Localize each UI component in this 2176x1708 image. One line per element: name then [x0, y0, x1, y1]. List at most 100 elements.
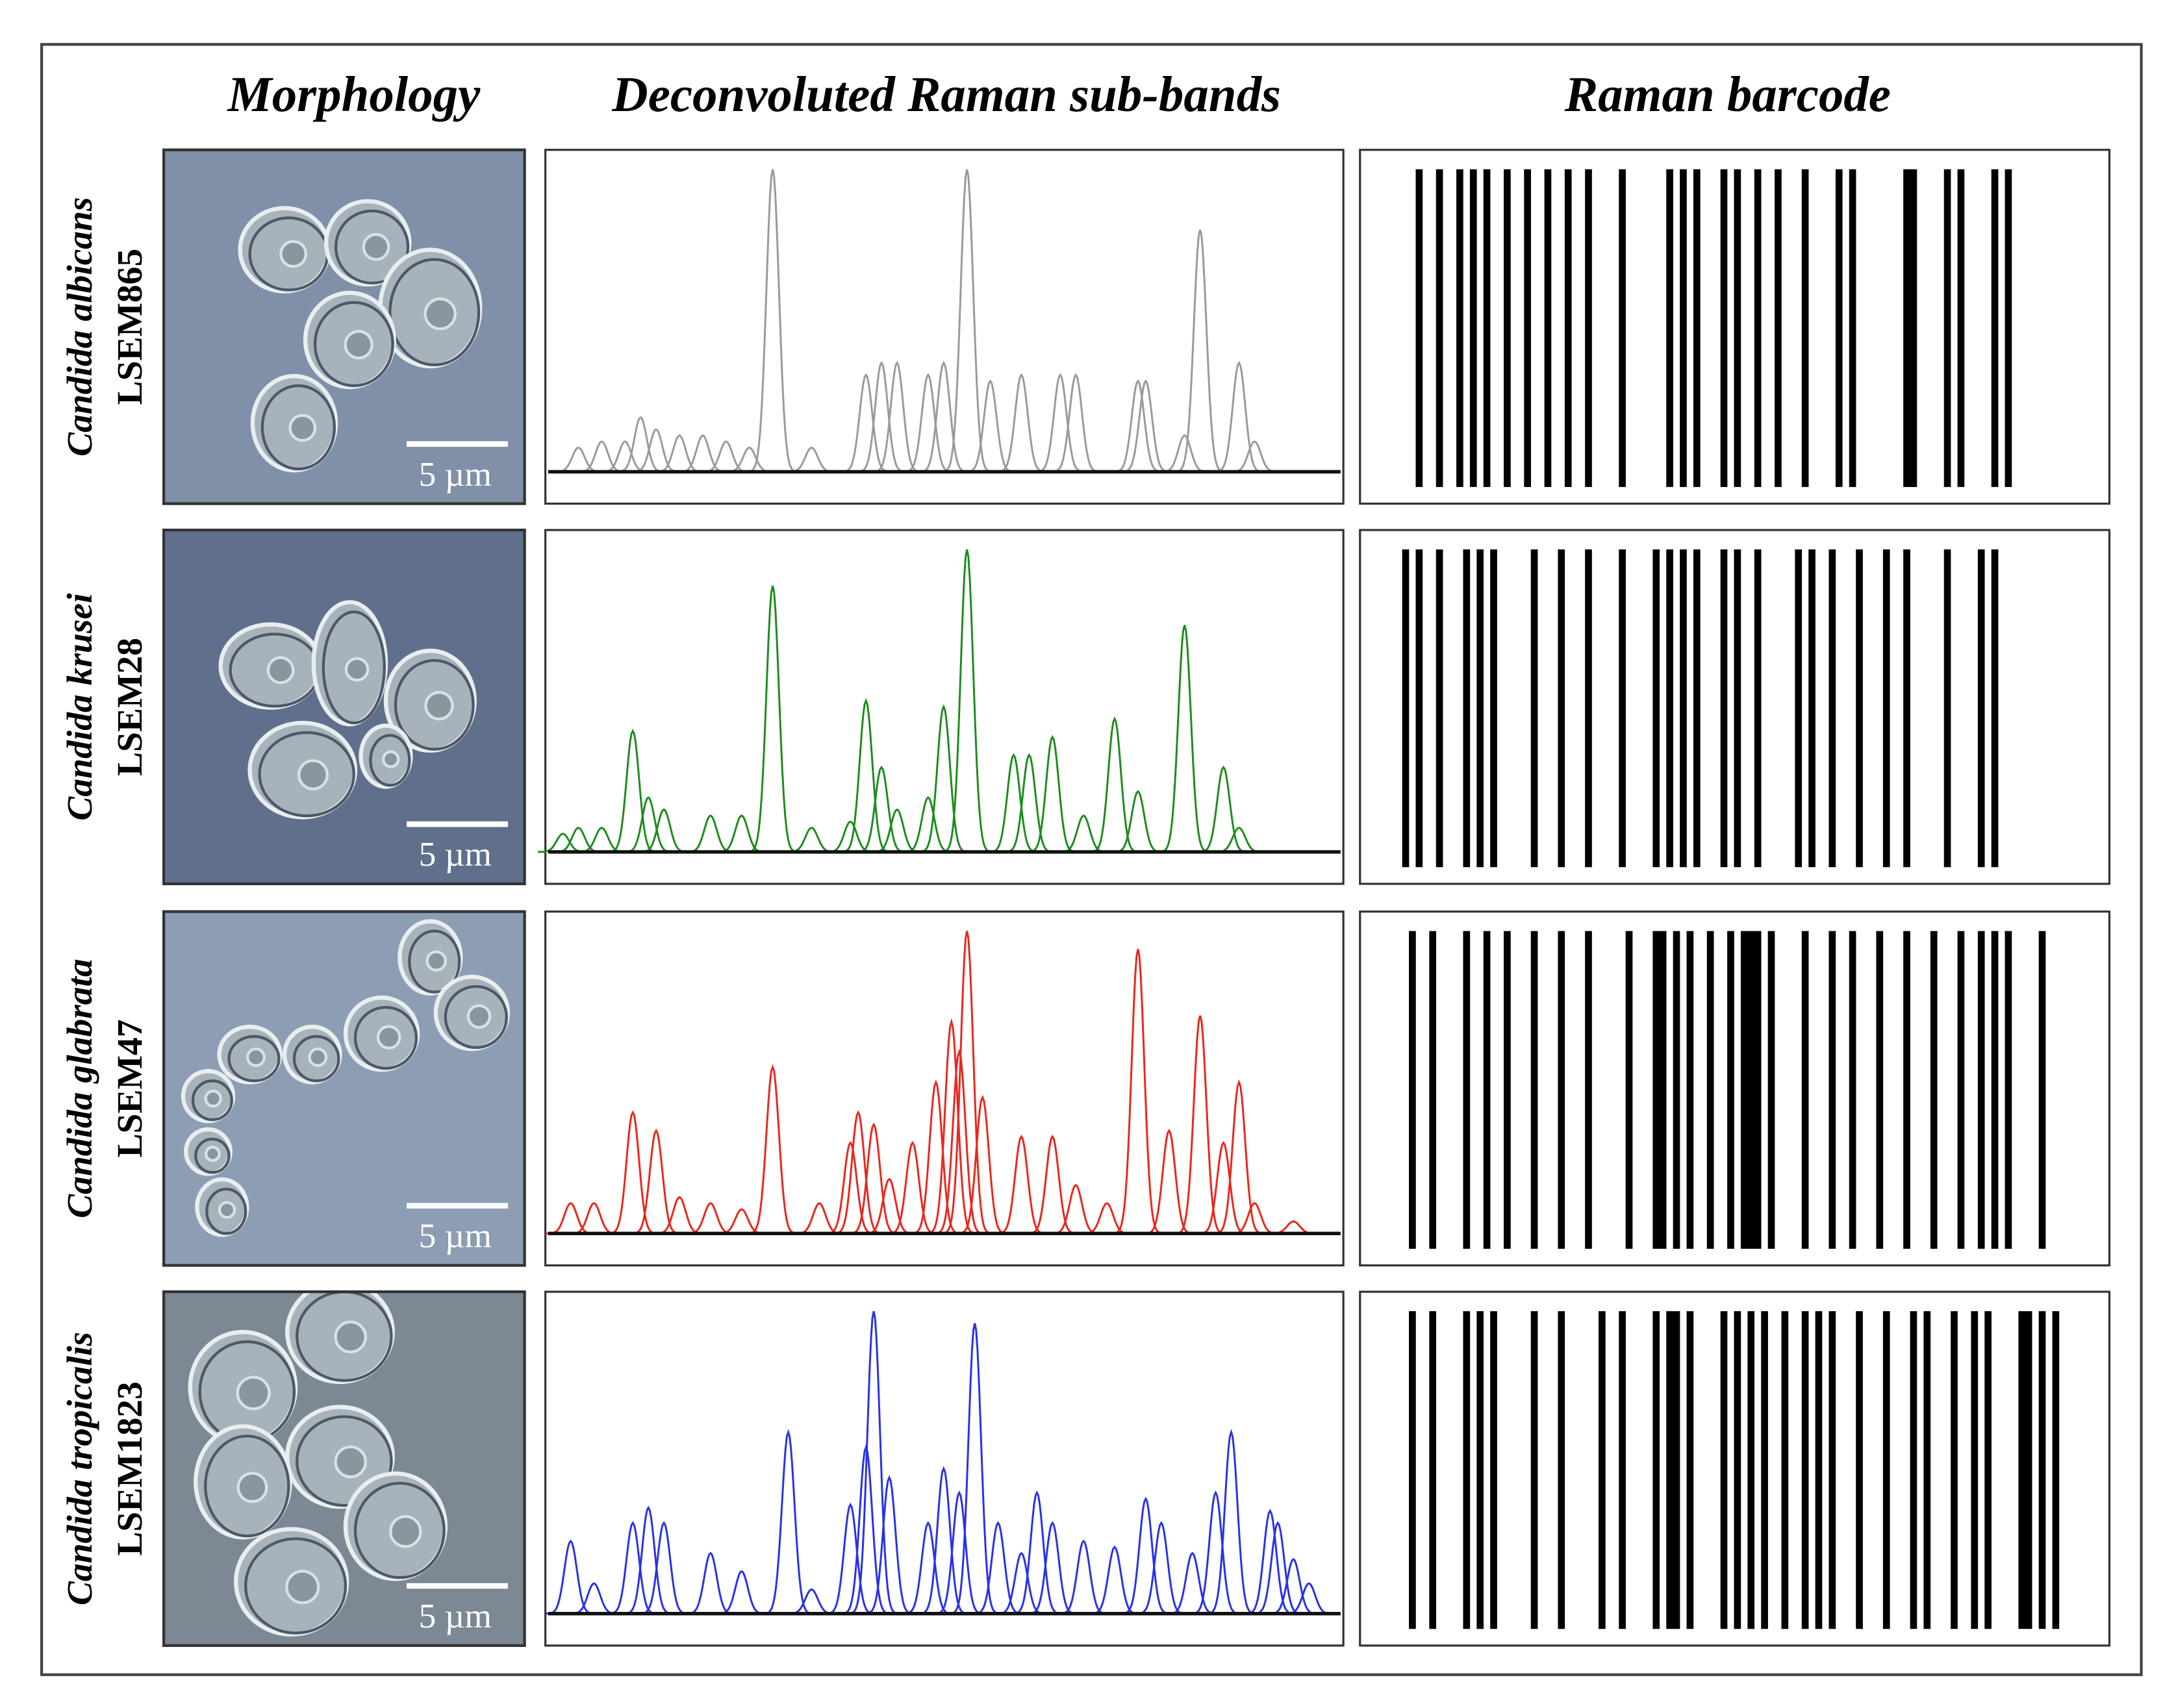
- sub-band: [950, 1323, 1000, 1614]
- sub-band: [942, 169, 993, 473]
- sub-band: [1144, 1128, 1195, 1235]
- cell-shadow: [353, 1005, 418, 1070]
- vacuole: [362, 232, 390, 261]
- sub-band: [623, 1505, 674, 1615]
- sub-band: [965, 379, 1016, 473]
- cell-shadow: [204, 1435, 290, 1538]
- sub-band: [1175, 229, 1226, 473]
- sub-band: [864, 1475, 915, 1615]
- sub-band: [1027, 1135, 1078, 1235]
- cell-shadow: [194, 1137, 231, 1174]
- sub-band: [988, 753, 1039, 853]
- sub-band: [546, 1539, 596, 1615]
- sub-band: [856, 360, 907, 473]
- species-label: Candida tropicalis: [60, 1332, 100, 1605]
- vacuole: [344, 330, 373, 360]
- sub-band: [856, 765, 907, 853]
- micrograph: [164, 149, 525, 504]
- cell-shadow: [260, 384, 336, 471]
- sub-band: [1004, 753, 1055, 853]
- sub-band: [747, 169, 798, 473]
- column-header: Deconvoluted Raman sub-bands: [611, 66, 1281, 122]
- vacuole: [334, 1445, 367, 1479]
- vacuole: [424, 690, 454, 721]
- sub-band: [1089, 716, 1140, 853]
- cell-shadow: [334, 209, 410, 284]
- scale-bar-label: 5 µm: [419, 1596, 492, 1635]
- vacuole: [376, 1025, 401, 1050]
- sub-band: [903, 1521, 954, 1615]
- micrograph: [164, 1292, 525, 1646]
- sub-band: [1213, 360, 1265, 473]
- sub-band: [903, 373, 954, 473]
- sub-band: [872, 360, 922, 473]
- cell-shadow: [244, 1537, 348, 1635]
- species-label: Candida krusei: [60, 593, 100, 821]
- micrograph-frame: [162, 910, 526, 1267]
- sub-band: [911, 1079, 961, 1235]
- vacuole: [236, 1472, 268, 1503]
- vacuole: [288, 414, 317, 442]
- sub-band: [639, 1521, 689, 1615]
- vacuole: [204, 1089, 222, 1108]
- scale-bar-label: 5 µm: [419, 455, 492, 494]
- cell-shadow: [292, 1035, 340, 1083]
- sub-band: [607, 1521, 658, 1615]
- cell-shadow: [296, 1292, 393, 1382]
- column-header: Raman barcode: [1564, 66, 1891, 122]
- cell-shadow: [444, 985, 508, 1049]
- strain-label: LSEM47: [110, 1020, 150, 1158]
- cell-shadow: [296, 1415, 393, 1507]
- scale-bar-label: 5 µm: [419, 835, 492, 873]
- micrograph-frame: [162, 148, 526, 505]
- cell-shadow: [313, 301, 394, 388]
- sub-band: [1035, 373, 1085, 473]
- column-header: Morphology: [226, 66, 481, 122]
- sub-band: [1198, 765, 1248, 853]
- spectrum-frame: [544, 911, 1345, 1267]
- sub-band: [1113, 379, 1163, 473]
- sub-band: [1245, 1509, 1295, 1615]
- vacuole: [389, 1515, 422, 1548]
- species-label: Candida glabrata: [60, 959, 100, 1218]
- vacuole: [285, 1570, 320, 1605]
- sub-band: [934, 1048, 985, 1235]
- strain-label: LSEM865: [110, 249, 150, 405]
- vacuole: [266, 656, 295, 684]
- sub-band: [747, 585, 798, 853]
- sub-band: [607, 1110, 658, 1235]
- sub-band: [934, 1490, 985, 1615]
- cell-shadow: [322, 610, 386, 725]
- vacuole: [236, 1375, 271, 1411]
- sub-band: [848, 1311, 899, 1614]
- cell-shadow: [408, 929, 461, 994]
- vacuole: [334, 1320, 367, 1353]
- cell-shadow: [258, 731, 355, 818]
- micrograph-frame: [162, 1290, 526, 1647]
- cell-shadow: [369, 734, 411, 787]
- micrograph-frame: [162, 528, 526, 886]
- vacuole: [246, 1048, 266, 1067]
- vacuole: [297, 759, 329, 790]
- vacuole: [308, 1048, 328, 1067]
- cell-shadow: [227, 1035, 281, 1083]
- vacuole: [344, 657, 370, 682]
- cell-shadow: [388, 258, 481, 367]
- sub-band: [1120, 1496, 1171, 1615]
- sub-band: [1213, 1079, 1265, 1235]
- sub-band: [1027, 1521, 1078, 1615]
- cell-shadow: [191, 1079, 233, 1122]
- micrograph: [164, 911, 525, 1266]
- species-label: Candida albicans: [60, 197, 100, 457]
- cell-shadow: [394, 659, 475, 751]
- sub-band: [1050, 373, 1101, 473]
- sub-band: [996, 1135, 1047, 1235]
- sub-band: [763, 1429, 814, 1615]
- sub-band: [1206, 1429, 1257, 1615]
- sub-band: [825, 1502, 876, 1615]
- strain-label: LSEM28: [110, 638, 150, 776]
- sub-band: [1175, 1015, 1226, 1235]
- sub-band: [631, 1128, 681, 1235]
- vacuole: [466, 1004, 492, 1029]
